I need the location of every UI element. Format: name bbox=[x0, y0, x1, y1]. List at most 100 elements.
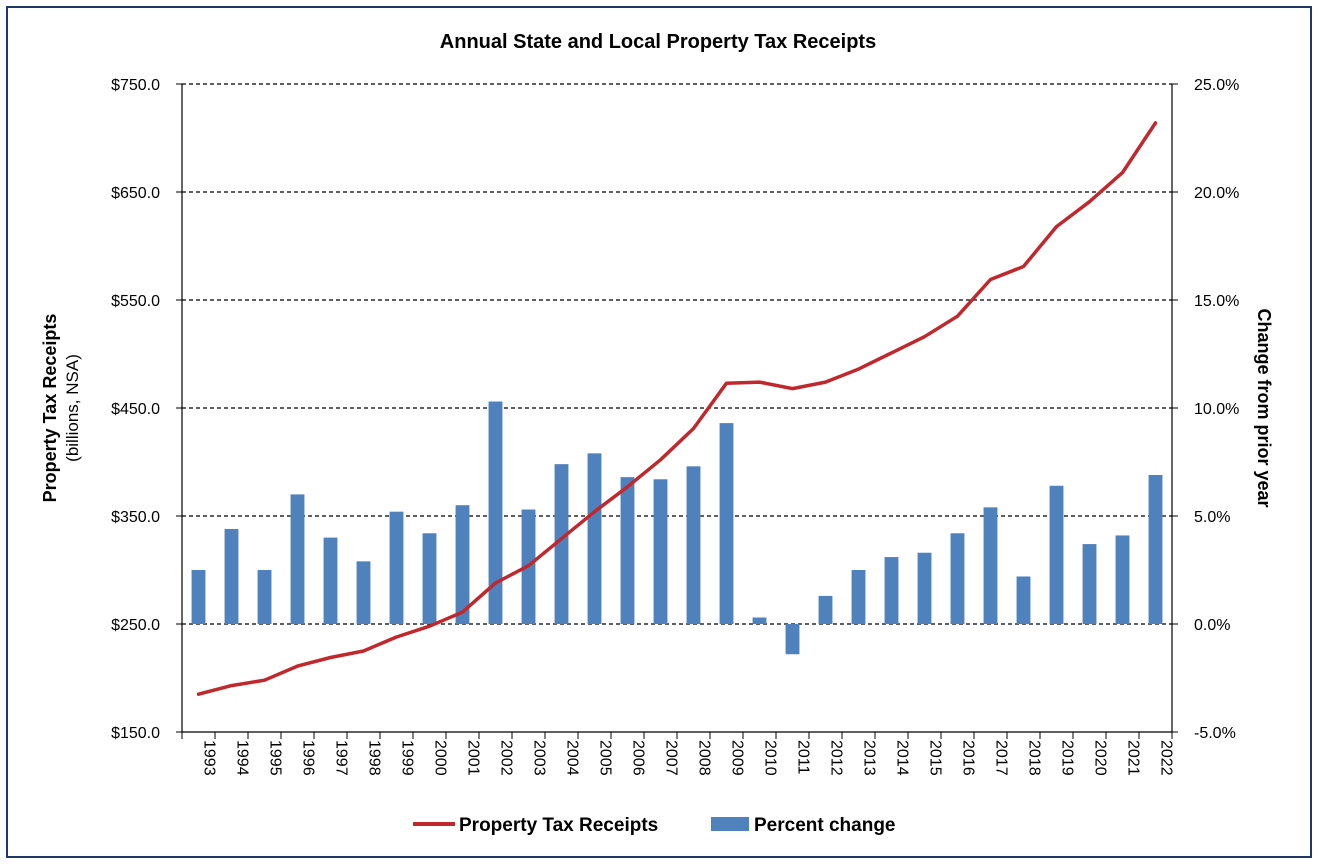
x-tick-label: 1999 bbox=[399, 740, 416, 776]
x-tick-label: 1998 bbox=[366, 740, 383, 776]
bar bbox=[818, 595, 833, 624]
y-right-tick-label: 15.0% bbox=[1194, 293, 1239, 310]
legend-label-line: Property Tax Receipts bbox=[459, 815, 658, 836]
x-tick-label: 2017 bbox=[993, 740, 1010, 776]
x-tick-label: 1996 bbox=[300, 740, 317, 776]
bar bbox=[389, 511, 404, 624]
bar bbox=[620, 477, 635, 624]
y-right-tick-label: -5.0% bbox=[1194, 725, 1236, 742]
y-left-tick-label: $750.0 bbox=[111, 77, 160, 94]
x-tick-label: 2006 bbox=[630, 740, 647, 776]
line-point bbox=[296, 664, 299, 668]
line-point bbox=[197, 692, 200, 696]
line-point bbox=[395, 635, 398, 639]
x-tick-label: 2020 bbox=[1092, 740, 1109, 776]
bar-series bbox=[191, 401, 1163, 655]
line-series bbox=[196, 121, 1158, 696]
bar bbox=[257, 570, 272, 624]
x-tick-label: 2014 bbox=[894, 740, 911, 776]
bar bbox=[554, 464, 569, 624]
line-point bbox=[593, 510, 596, 514]
x-tick-label: 1994 bbox=[234, 740, 251, 776]
bar bbox=[851, 570, 866, 624]
line-point bbox=[560, 537, 563, 541]
bar bbox=[1049, 485, 1064, 624]
x-tick-label: 2013 bbox=[861, 740, 878, 776]
x-tick-label: 2016 bbox=[960, 740, 977, 776]
y-left-axis-subtitle: (billions, NSA) bbox=[63, 354, 82, 462]
bar bbox=[1082, 544, 1097, 624]
bar bbox=[455, 505, 470, 624]
line-point bbox=[461, 610, 464, 614]
x-tick-label: 2008 bbox=[696, 740, 713, 776]
receipts-line bbox=[196, 121, 1158, 696]
y-right-tick-label: 20.0% bbox=[1194, 185, 1239, 202]
line-point bbox=[890, 351, 893, 355]
x-tick-label: 2001 bbox=[465, 740, 482, 776]
bar bbox=[1148, 474, 1163, 624]
bar bbox=[488, 401, 503, 624]
bar bbox=[752, 617, 767, 624]
x-tick-label: 2000 bbox=[432, 740, 449, 776]
line-point bbox=[923, 335, 926, 339]
line-point bbox=[230, 684, 233, 688]
x-tick-label: 2012 bbox=[828, 740, 845, 776]
line-point bbox=[659, 458, 662, 462]
x-tick-label: 2002 bbox=[498, 740, 515, 776]
bar bbox=[983, 507, 998, 624]
line-point bbox=[329, 655, 332, 659]
line-point bbox=[527, 564, 530, 568]
x-tick-label: 1997 bbox=[333, 740, 350, 776]
chart-title: Annual State and Local Property Tax Rece… bbox=[440, 31, 876, 53]
bar bbox=[422, 533, 437, 624]
x-tick-label: 2003 bbox=[531, 740, 548, 776]
y-left-axis-title: Property Tax Receipts bbox=[40, 314, 60, 503]
x-tick-label: 2005 bbox=[597, 740, 614, 776]
line-point bbox=[857, 367, 860, 371]
line-point bbox=[956, 314, 959, 318]
y-right-tick-label: 10.0% bbox=[1194, 401, 1239, 418]
line-point bbox=[428, 624, 431, 628]
axes bbox=[176, 83, 1178, 739]
x-tick-label: 2007 bbox=[663, 740, 680, 776]
bar bbox=[653, 479, 668, 624]
x-tick-label: 2019 bbox=[1059, 740, 1076, 776]
bar bbox=[224, 528, 239, 624]
y-left-tick-label: $450.0 bbox=[111, 401, 160, 418]
line-point bbox=[692, 427, 695, 431]
chart-frame bbox=[6, 6, 1312, 858]
line-point bbox=[263, 678, 266, 682]
bar bbox=[356, 561, 371, 624]
legend: Property Tax Receipts Percent change bbox=[413, 815, 896, 836]
line-point bbox=[362, 649, 365, 653]
x-tick-label: 2009 bbox=[729, 740, 746, 776]
x-tick-label: 2021 bbox=[1125, 740, 1142, 776]
bar bbox=[917, 552, 932, 624]
bar bbox=[290, 494, 305, 624]
x-tick-label: 2018 bbox=[1026, 740, 1043, 776]
bar bbox=[785, 624, 800, 655]
y-right-axis-title: Change from prior year bbox=[1254, 308, 1274, 507]
x-tick-label: 2015 bbox=[927, 740, 944, 776]
x-tick-label: 2011 bbox=[795, 740, 812, 775]
y-left-tick-label: $350.0 bbox=[111, 509, 160, 526]
x-tick-label: 2010 bbox=[762, 740, 779, 776]
bar bbox=[323, 537, 338, 624]
y-left-tick-label: $650.0 bbox=[111, 185, 160, 202]
bar bbox=[686, 466, 701, 624]
line-point bbox=[1055, 225, 1058, 229]
tick-labels: $150.0 $250.0 $350.0 $450.0 $550.0 $650.0 $750… bbox=[111, 77, 1239, 776]
line-point bbox=[824, 380, 827, 384]
grid-lines bbox=[182, 83, 1172, 625]
line-point bbox=[791, 387, 794, 391]
line-point bbox=[626, 485, 629, 489]
x-tick-label: 1995 bbox=[267, 740, 284, 776]
bar bbox=[1016, 576, 1031, 624]
bar bbox=[1115, 535, 1130, 624]
line-point bbox=[1088, 200, 1091, 204]
bar bbox=[884, 557, 899, 624]
bar bbox=[587, 453, 602, 624]
line-point bbox=[1121, 171, 1124, 175]
legend-bar-swatch bbox=[711, 817, 749, 831]
